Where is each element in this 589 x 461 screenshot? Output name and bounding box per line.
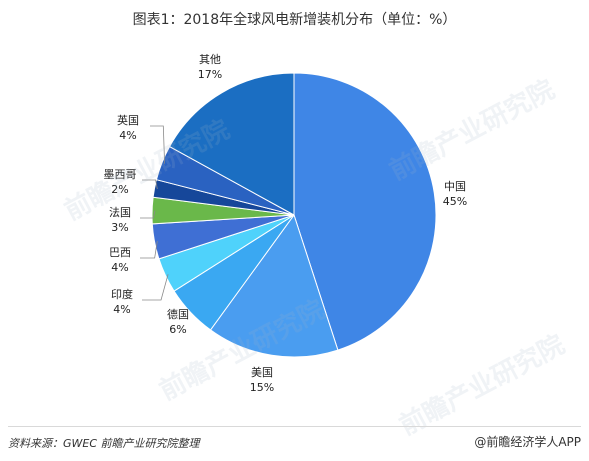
leader-line-4 xyxy=(140,241,158,259)
slice-label-value: 4% xyxy=(119,129,136,142)
slice-label-name: 巴西 xyxy=(109,246,131,259)
slice-label-value: 4% xyxy=(111,261,128,274)
leader-line-6 xyxy=(142,179,158,189)
brand-credit: @前瞻经济学人APP xyxy=(474,435,581,449)
slice-label-name: 法国 xyxy=(109,205,131,219)
slice-label-name: 中国 xyxy=(444,180,466,193)
leader-line-7 xyxy=(150,125,166,164)
leader-line-3 xyxy=(142,274,169,301)
slice-label-name: 其他 xyxy=(199,53,221,66)
slice-label-value: 45% xyxy=(443,195,467,208)
leader-lines xyxy=(140,125,169,301)
pie-slice-8 xyxy=(168,72,295,216)
chart-title: 图表1：2018年全球风电新增装机分布（单位：%） xyxy=(132,12,457,28)
slice-label-value: 3% xyxy=(111,221,128,234)
pie-slices xyxy=(151,72,437,358)
slice-label-name: 德国 xyxy=(167,307,189,321)
slice-label-value: 6% xyxy=(169,323,186,336)
slice-label-name: 印度 xyxy=(111,287,133,301)
pie-slice-0 xyxy=(293,72,437,351)
slice-label-name: 美国 xyxy=(251,366,273,379)
pie-slice-1 xyxy=(209,213,339,358)
slice-labels: 中国 45% 美国 15% 德国 6% 印度 4% 巴西 4% 法国 3% 墨西哥 2% 英国 4% 其他 17% xyxy=(104,53,468,394)
slice-label-value: 15% xyxy=(250,381,274,394)
leader-line-5 xyxy=(140,210,156,219)
source-note: 资料来源：GWEC 前瞻产业研究院整理 xyxy=(8,437,200,450)
slice-label-name: 英国 xyxy=(117,113,139,127)
slice-label-name: 墨西哥 xyxy=(104,168,137,181)
slice-label-value: 17% xyxy=(198,68,222,81)
footer-divider xyxy=(8,426,581,427)
slice-label-value: 2% xyxy=(111,183,128,196)
slice-label-value: 4% xyxy=(113,303,130,316)
